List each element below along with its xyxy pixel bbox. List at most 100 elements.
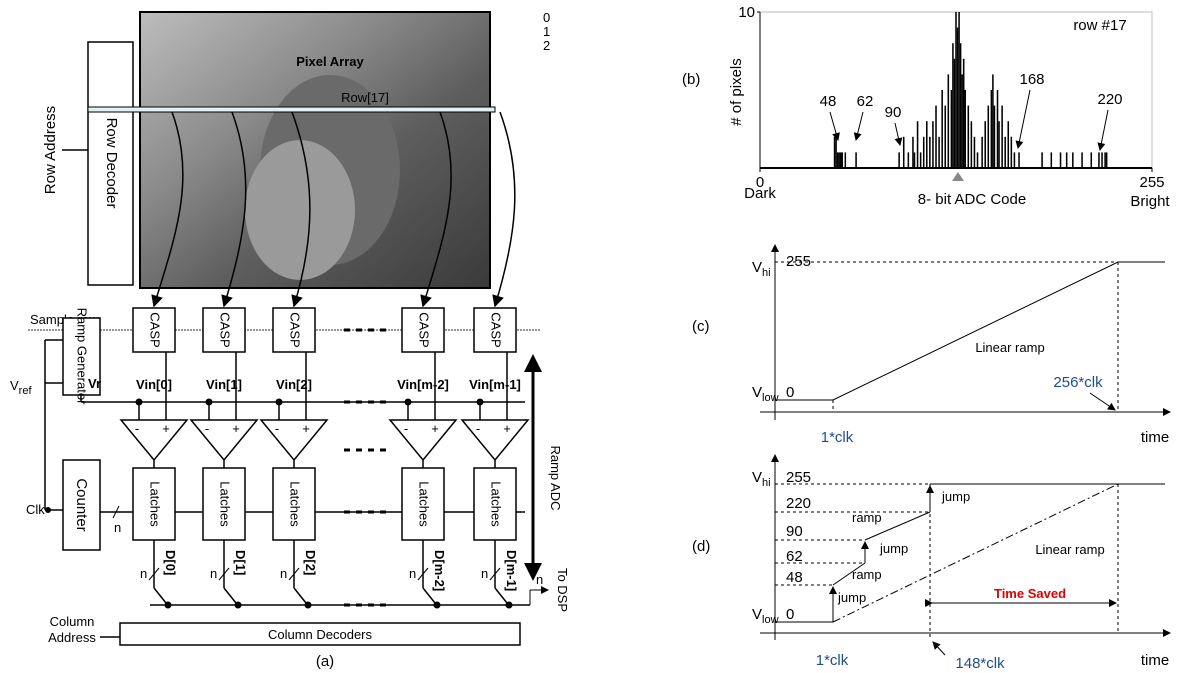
histogram-bar <box>954 59 956 168</box>
bright-label: Bright <box>1130 193 1170 210</box>
histogram-bar <box>992 74 994 168</box>
jump-label: jump <box>941 489 970 504</box>
ramp-adc: Ramp ADC <box>548 445 563 510</box>
jump-label: jump <box>879 541 908 556</box>
casp: CASP <box>489 312 504 347</box>
annotation-arrow <box>1018 90 1030 148</box>
comparator <box>191 420 257 460</box>
n-label: n <box>114 520 121 535</box>
histogram-bar <box>1091 152 1093 168</box>
n-label: n <box>280 566 287 581</box>
ellipsis-dot <box>344 329 350 332</box>
node <box>405 399 412 406</box>
node <box>305 602 312 609</box>
histogram-bar <box>834 137 836 168</box>
ellipsis-dot <box>356 401 362 404</box>
row-number: 2 <box>543 38 550 53</box>
row-line <box>88 107 495 112</box>
panel-label: (b) <box>682 71 700 88</box>
annotation-arrow <box>1100 110 1108 150</box>
histogram-bar <box>1106 152 1108 168</box>
histogram-bar <box>1098 152 1100 168</box>
ellipsis-dot <box>380 449 386 452</box>
histogram-bar <box>1004 137 1006 168</box>
histogram-bar <box>955 12 957 168</box>
plus-sign: + <box>162 421 170 436</box>
minus-sign: - <box>275 421 279 436</box>
histogram-bar <box>951 90 953 168</box>
row-number: 1 <box>543 24 550 39</box>
panel-c: (c) Vhi 255 Vlow 0 Linear ramp 256*clk 1… <box>692 245 1170 446</box>
histogram-bar <box>958 12 960 168</box>
annotation: 62 <box>857 93 874 110</box>
vref: Vref <box>10 378 32 397</box>
histogram-bar <box>964 90 966 168</box>
linear-ramp: Linear ramp <box>1035 542 1104 557</box>
switch <box>154 588 166 603</box>
time-label: time <box>1141 429 1169 446</box>
n-label: n <box>481 566 488 581</box>
ellipsis-dot <box>380 329 386 332</box>
histogram-bar <box>841 152 843 168</box>
d-label: D[m-2] <box>432 550 447 591</box>
pixel-array: Pixel Array <box>296 54 364 69</box>
center-marker <box>952 172 964 181</box>
histogram-bar <box>1011 137 1013 168</box>
ellipsis-dot <box>368 511 374 514</box>
node <box>235 602 242 609</box>
casp: CASP <box>218 312 233 347</box>
v-main: V <box>752 606 762 623</box>
histogram-bar <box>948 74 950 168</box>
counter: Counter <box>73 478 90 531</box>
histogram-bar <box>1104 152 1106 168</box>
histogram-bar <box>914 152 916 168</box>
minus-sign: - <box>404 421 408 436</box>
histogram-bar <box>1066 152 1068 168</box>
level: 62 <box>786 548 803 565</box>
plus-sign: + <box>503 421 511 436</box>
histogram-bar <box>932 121 934 168</box>
histogram-bar <box>1060 152 1062 168</box>
node <box>206 399 213 406</box>
v-sub: low <box>762 392 779 404</box>
annotation: 90 <box>885 104 902 121</box>
latches: Latches <box>148 481 163 527</box>
minus-sign: - <box>135 421 139 436</box>
row-address: Row Address <box>42 106 59 194</box>
ellipsis-dot <box>344 401 350 404</box>
n-label: n <box>536 572 543 587</box>
histogram-bar <box>968 106 970 168</box>
histogram-bar <box>1051 152 1053 168</box>
column-address-line: Column <box>50 614 95 629</box>
to-dsp: To DSP <box>555 568 570 612</box>
v-main: V <box>752 469 762 486</box>
panel-label: (c) <box>692 318 710 335</box>
histogram-bar <box>840 152 842 168</box>
histogram-bar <box>941 90 943 168</box>
end-time: 256*clk <box>1053 374 1103 391</box>
row-number: 0 <box>543 10 550 25</box>
v-hi: Vhi <box>752 259 771 279</box>
plus-sign: + <box>232 421 240 436</box>
vref-sub: ref <box>19 385 33 397</box>
v-hi: Vhi <box>752 469 771 489</box>
ramp-label: ramp <box>852 567 882 582</box>
histogram-bar <box>845 152 847 168</box>
latches: Latches <box>489 481 504 527</box>
histogram-bar <box>912 137 914 168</box>
comparator <box>261 420 327 460</box>
histogram-bar <box>838 152 840 168</box>
histogram-bar <box>963 59 965 168</box>
ellipsis-dot <box>380 401 386 404</box>
node <box>165 602 172 609</box>
histogram-bar <box>960 43 962 168</box>
annotation-arrow <box>856 112 863 140</box>
d-label: D[m-1] <box>504 550 519 591</box>
vin-label: Vin[1] <box>206 377 242 392</box>
n-label: n <box>210 566 217 581</box>
end-time: 148*clk <box>955 655 1005 672</box>
level: 0 <box>786 384 794 401</box>
v-main: V <box>752 384 762 401</box>
plus-sign: + <box>302 421 310 436</box>
vin-label: Vin[0] <box>136 377 172 392</box>
